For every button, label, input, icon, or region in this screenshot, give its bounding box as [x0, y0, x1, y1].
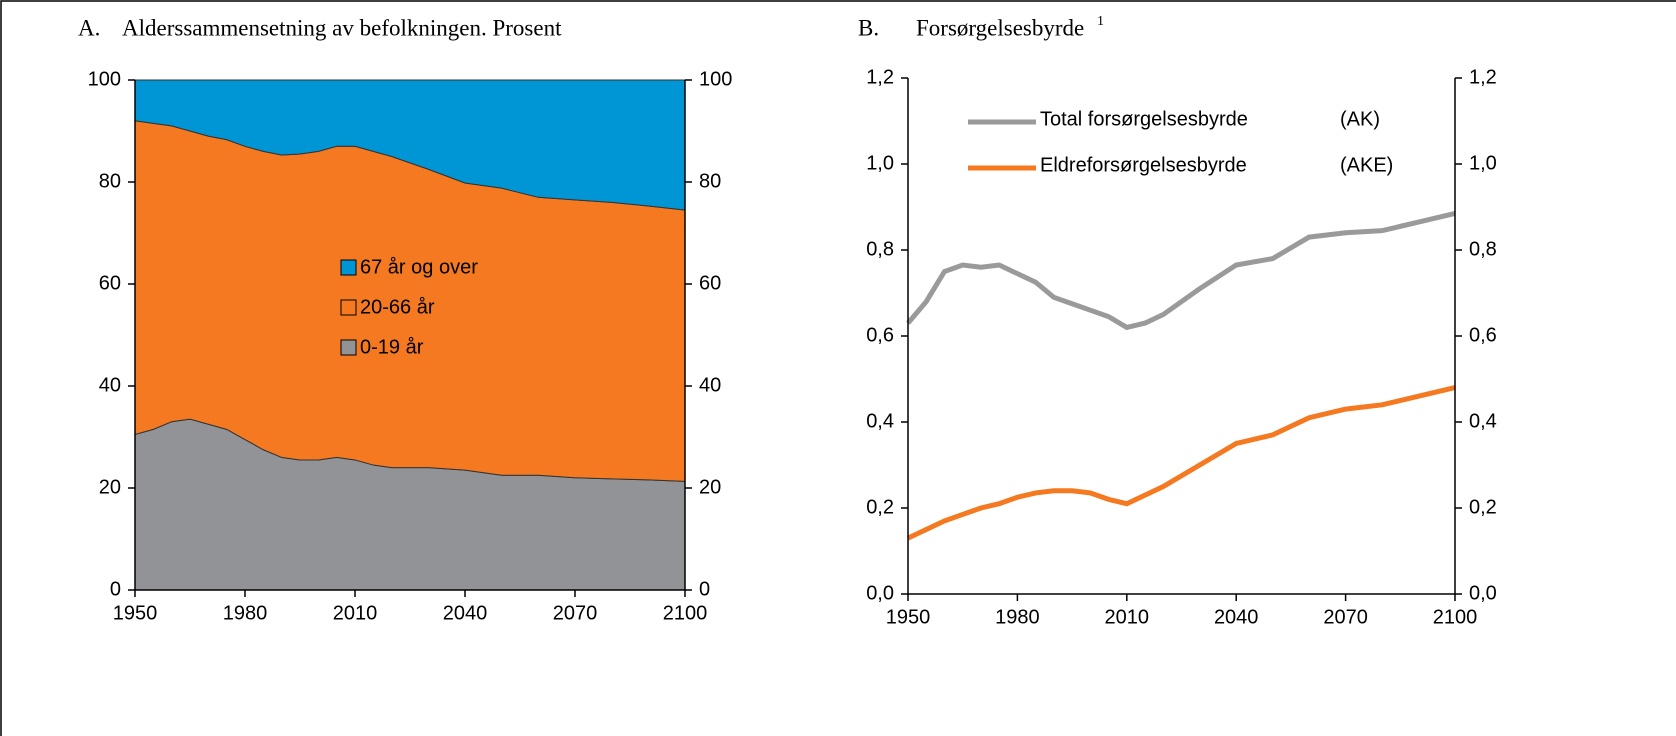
- y-tick-label: 100: [88, 68, 121, 90]
- y-tick-label: 0,8: [866, 238, 894, 260]
- x-tick-label: 2040: [443, 602, 488, 624]
- y2-tick-label: 100: [699, 68, 732, 90]
- y2-tick-label: 0,4: [1469, 410, 1497, 432]
- x-tick-label: 2100: [1433, 606, 1478, 628]
- x-tick-label: 2100: [663, 602, 708, 624]
- line: [906, 211, 1456, 331]
- x-tick-label: 2070: [553, 602, 598, 624]
- x-tick-label: 2070: [1323, 606, 1368, 628]
- y-tick-label: 0,6: [866, 324, 894, 346]
- y-tick-label: 0,0: [866, 582, 894, 604]
- legend-swatch: [340, 339, 357, 356]
- y-tick-label: 60: [99, 272, 121, 294]
- legend-label: Total forsørgelsesbyrde: [1040, 108, 1248, 130]
- x-tick-label: 1980: [223, 602, 268, 624]
- y2-tick-label: 60: [699, 272, 721, 294]
- chart-title: Forsørgelsesbyrde: [916, 15, 1084, 40]
- y-tick-label: 1,0: [866, 152, 894, 174]
- y2-tick-label: 0,2: [1469, 496, 1497, 518]
- x-tick-label: 2010: [1105, 606, 1150, 628]
- y-tick-label: 20: [99, 476, 121, 498]
- legend-label: 20-66 år: [360, 296, 435, 318]
- chart-title-label: A.: [78, 15, 100, 40]
- title-superscript: 1: [1097, 14, 1104, 29]
- legend-label: 67 år og over: [360, 256, 478, 278]
- legend-label: Eldreforsørgelsesbyrde: [1040, 154, 1247, 176]
- y-tick-label: 0,2: [866, 496, 894, 518]
- y2-tick-label: 1,0: [1469, 152, 1497, 174]
- legend-note: (AKE): [1340, 154, 1393, 176]
- y2-tick-label: 0: [699, 578, 710, 600]
- x-tick-label: 2010: [333, 602, 378, 624]
- y-tick-label: 80: [99, 170, 121, 192]
- legend-note: (AK): [1340, 108, 1380, 130]
- y-tick-label: 40: [99, 374, 121, 396]
- y2-tick-label: 0,0: [1469, 582, 1497, 604]
- legend-label: 0-19 år: [360, 336, 424, 358]
- y-tick-label: 0,4: [866, 410, 894, 432]
- y-tick-label: 0: [110, 578, 121, 600]
- y2-tick-label: 20: [699, 476, 721, 498]
- y2-tick-label: 0,8: [1469, 238, 1497, 260]
- x-tick-label: 1950: [886, 606, 931, 628]
- line: [906, 385, 1456, 541]
- legend-swatch: [340, 259, 357, 276]
- chart-title: Alderssammensetning av befolkningen. Pro…: [122, 15, 562, 40]
- y2-tick-label: 80: [699, 170, 721, 192]
- x-tick-label: 1950: [113, 602, 158, 624]
- y2-tick-label: 1,2: [1469, 66, 1497, 88]
- legend-swatch: [340, 299, 357, 316]
- chart-title-label: B.: [858, 15, 879, 40]
- y2-tick-label: 0,6: [1469, 324, 1497, 346]
- x-tick-label: 2040: [1214, 606, 1259, 628]
- y2-tick-label: 40: [699, 374, 721, 396]
- x-tick-label: 1980: [995, 606, 1040, 628]
- y-tick-label: 1,2: [866, 66, 894, 88]
